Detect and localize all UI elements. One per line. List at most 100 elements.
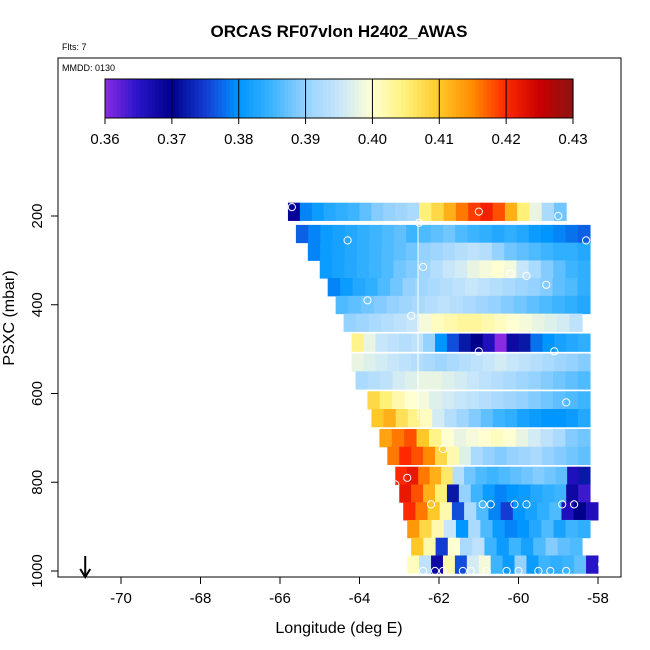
sample-point <box>542 280 551 289</box>
heatmap-cell <box>564 295 578 315</box>
sample-point <box>438 444 448 454</box>
colorbar-segment <box>116 79 122 118</box>
colorbar-segment <box>315 79 321 118</box>
colorbar-ticks: 0.36 0.37 0.38 0.39 0.40 0.41 0.42 0.43 <box>90 79 588 148</box>
colorbar-segment <box>144 79 149 118</box>
heatmap-cell <box>431 519 445 539</box>
heatmap-cell <box>375 353 388 372</box>
heatmap-cell <box>423 333 436 352</box>
colorbar-segment <box>292 79 297 118</box>
colorbar-segment <box>498 79 504 118</box>
heatmap-cell <box>518 446 531 465</box>
heatmap-cell <box>453 429 467 448</box>
heatmap-cell <box>465 278 479 297</box>
heatmap-cell <box>578 466 591 485</box>
colorbar-segment <box>303 79 309 118</box>
heatmap-cell <box>553 409 567 428</box>
colorbar-segment <box>405 79 410 118</box>
colorbar-segment <box>354 79 360 118</box>
heatmap-cell <box>467 224 481 244</box>
colorbar-segment <box>506 79 512 118</box>
heatmap-cell <box>335 202 349 221</box>
x-tick-label: -62 <box>428 590 450 607</box>
heatmap-cell <box>454 555 468 574</box>
heatmap-cell <box>407 409 421 428</box>
heatmap-cell <box>516 260 530 279</box>
heatmap-cell <box>348 295 362 315</box>
heatmap-cell <box>299 202 313 221</box>
colorbar-segment <box>132 79 137 118</box>
heatmap-cell <box>569 313 583 332</box>
heatmap-cell <box>407 202 420 221</box>
heatmap-cell <box>369 224 383 244</box>
heatmap-cell <box>380 371 394 390</box>
heatmap-cell <box>468 202 481 221</box>
colorbar-segment <box>420 79 426 118</box>
sample-point <box>570 500 579 509</box>
colorbar-segment <box>448 79 453 118</box>
heatmap-cell <box>561 502 575 521</box>
heatmap-cell <box>406 313 420 332</box>
heatmap-cell <box>530 353 543 372</box>
sample-point <box>514 566 523 576</box>
heatmap-cell <box>454 371 468 390</box>
heatmap-cell <box>544 466 557 485</box>
heatmap-cell <box>550 555 563 574</box>
heatmap-cell <box>531 313 545 332</box>
sample-point <box>438 566 448 576</box>
heatmap-cell <box>405 242 419 261</box>
heatmap-cell <box>392 371 406 390</box>
colorbar-segment <box>319 79 324 118</box>
heatmap-cell <box>363 353 376 372</box>
colorbar-segment <box>479 79 484 118</box>
heatmap-cell <box>508 537 522 556</box>
heatmap-cell <box>480 519 494 539</box>
heatmap-cell <box>435 537 449 556</box>
heatmap-cell <box>475 466 488 485</box>
colorbar-segment <box>140 79 145 118</box>
heatmap-cell <box>477 278 491 297</box>
heatmap-cell <box>441 391 455 410</box>
heatmap-cell <box>488 295 502 315</box>
heatmap-cell <box>406 224 419 244</box>
colorbar-segment <box>385 79 391 118</box>
heatmap-cell <box>379 391 393 410</box>
y-tick-label: 400 <box>29 292 46 317</box>
heatmap-cell <box>332 260 345 279</box>
heatmap-cell <box>577 295 591 315</box>
heatmap-cell <box>411 484 424 503</box>
heatmap-cell <box>577 371 591 390</box>
heatmap-cell <box>427 502 441 521</box>
heatmap-cell <box>526 555 539 574</box>
colorbar-segment <box>381 79 387 118</box>
heatmap-cell <box>479 224 493 244</box>
colorbar-segment <box>569 79 574 118</box>
heatmap-cell <box>479 242 493 261</box>
heatmap-cell <box>503 429 517 448</box>
colorbar-segment <box>487 79 492 118</box>
heatmap-cell <box>515 371 529 390</box>
colorbar-segment <box>179 79 184 118</box>
heatmap-cell <box>395 409 409 428</box>
heatmap-cell <box>451 502 465 521</box>
heatmap-cell <box>404 429 418 448</box>
heatmap-cell <box>470 333 484 352</box>
heatmap-cell <box>484 537 498 556</box>
heatmap-cell <box>467 242 481 261</box>
heatmap-cell <box>460 537 473 556</box>
heatmap-cell <box>539 295 553 315</box>
heatmap-cell <box>307 242 321 261</box>
colorbar-segment <box>401 79 406 118</box>
heatmap-cell <box>503 391 517 410</box>
colorbar-segment <box>452 79 457 118</box>
colorbar-segment <box>514 79 519 118</box>
heatmap-cell <box>383 409 397 428</box>
colorbar <box>104 78 574 119</box>
heatmap-cell <box>381 313 395 332</box>
heatmap-cell <box>540 371 554 390</box>
y-tick-label: 1000 <box>29 554 46 587</box>
heatmap-cell <box>411 353 424 372</box>
heatmap-cell <box>466 429 480 448</box>
heatmap-cell <box>435 333 448 352</box>
heatmap-cell <box>442 242 456 261</box>
